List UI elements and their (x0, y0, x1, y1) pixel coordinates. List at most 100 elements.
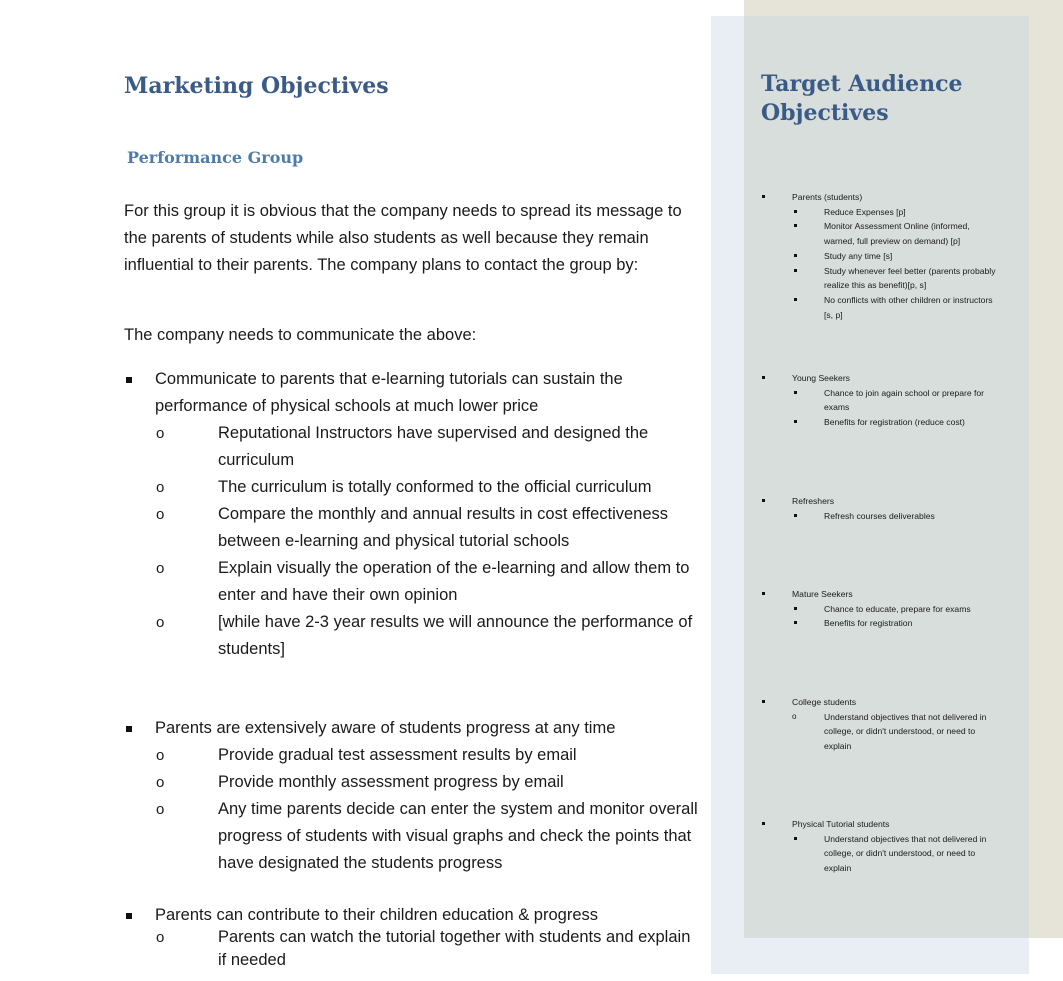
communicate-paragraph: The company needs to communicate the abo… (124, 326, 477, 344)
sub-item: o [while have 2-3 year results we will an… (124, 609, 702, 663)
square-bullet-icon (794, 253, 797, 257)
audience-sublist: Understand objectives that not delivered… (792, 832, 1000, 876)
sub-item: o Provide gradual test assessment results… (124, 742, 702, 769)
audience-group: College students o Understand objectives … (760, 695, 1000, 754)
circle-bullet-icon: o (156, 774, 165, 791)
sublist-2: o Provide gradual test assessment results… (124, 742, 702, 877)
square-bullet-icon (794, 209, 797, 213)
circle-bullet-icon: o (156, 614, 165, 631)
square-bullet-icon (762, 376, 765, 379)
sub-item: o Parents can watch the tutorial together… (124, 926, 702, 972)
square-bullet-icon (794, 621, 797, 625)
circle-bullet-icon: o (156, 506, 165, 523)
sub-item-text: Parents can watch the tutorial together … (218, 928, 691, 969)
sub-item: o Compare the monthly and annual results … (124, 501, 702, 555)
audience-group-item: Mature Seekers Chance to educate, prepar… (760, 587, 1000, 631)
audience-group: Parents (students) Reduce Expenses [p] M… (760, 190, 1000, 322)
audience-sublist: o Understand objectives that not delivere… (792, 710, 1000, 754)
audience-group-item: Refreshers Refresh courses deliverables (760, 494, 1000, 523)
sub-item-text: Reputational Instructors have supervised… (218, 424, 649, 469)
audience-sub-item-text: Monitor Assessment Online (informed, war… (824, 221, 970, 247)
square-bullet-icon (762, 195, 765, 198)
square-bullet-icon (794, 268, 797, 272)
audience-sub-item: Monitor Assessment Online (informed, war… (792, 219, 1000, 248)
sub-item-text: Explain visually the operation of the e-… (218, 559, 690, 604)
square-bullet-icon (126, 377, 132, 383)
sidebar-title: Target Audience Objectives (761, 71, 963, 126)
circle-bullet-icon: o (156, 479, 165, 496)
sub-item-text: The curriculum is totally conformed to t… (218, 478, 652, 496)
audience-sub-item: Refresh courses deliverables (792, 509, 1000, 524)
square-bullet-icon (794, 836, 797, 840)
square-bullet-icon (794, 224, 797, 228)
audience-group-label: Young Seekers (792, 373, 850, 383)
circle-bullet-icon: o (156, 747, 165, 764)
sublist-3: o Parents can watch the tutorial together… (124, 926, 702, 972)
audience-sub-item: Understand objectives that not delivered… (792, 832, 1000, 876)
audience-group-item: Parents (students) Reduce Expenses [p] M… (760, 190, 1000, 322)
audience-sub-item: Benefits for registration (792, 616, 1000, 631)
audience-group: Physical Tutorial students Understand ob… (760, 817, 1000, 876)
intro-paragraph: For this group it is obvious that the co… (124, 202, 682, 274)
audience-sub-item: Chance to join again school or prepare f… (792, 386, 1000, 415)
audience-sub-item: o Understand objectives that not delivere… (792, 710, 1000, 754)
circle-bullet-icon: o (156, 929, 165, 946)
sub-item-text: [while have 2-3 year results we will ann… (218, 613, 693, 658)
square-bullet-icon (794, 297, 797, 301)
audience-sub-item-text: Understand objectives that not delivered… (824, 711, 987, 752)
square-bullet-icon (126, 913, 132, 919)
audience-sublist: Refresh courses deliverables (792, 509, 1000, 524)
audience-sub-item: Study whenever feel better (parents prob… (792, 264, 1000, 293)
bullet-item: Parents can contribute to their children… (124, 902, 702, 929)
bullet-list-1: Communicate to parents that e-learning t… (124, 366, 702, 420)
circle-bullet-icon: o (156, 425, 165, 442)
audience-group-label: Parents (students) (792, 192, 863, 202)
bullet-list-2: Parents are extensively aware of student… (124, 715, 702, 742)
audience-group-label: Physical Tutorial students (792, 819, 890, 829)
square-bullet-icon (794, 606, 797, 610)
audience-sub-item-text: Chance to join again school or prepare f… (824, 387, 985, 413)
audience-sub-item: No conflicts with other children or inst… (792, 293, 1000, 322)
sub-item: o Explain visually the operation of the e… (124, 555, 702, 609)
square-bullet-icon (126, 726, 132, 732)
audience-sub-item-text: Benefits for registration (824, 618, 913, 629)
square-bullet-icon (762, 700, 765, 703)
square-bullet-icon (762, 822, 765, 825)
audience-group-item: College students o Understand objectives … (760, 695, 1000, 754)
bullet-text: Parents are extensively aware of student… (155, 719, 616, 737)
sidebar-panel (744, 16, 1029, 938)
section-subheading: Performance Group (127, 148, 304, 167)
sub-item: o Reputational Instructors have supervise… (124, 420, 702, 474)
audience-sub-item-text: No conflicts with other children or inst… (824, 294, 993, 320)
sublist-1: o Reputational Instructors have supervise… (124, 420, 702, 663)
audience-sub-item: Chance to educate, prepare for exams (792, 602, 1000, 617)
square-bullet-icon (762, 592, 765, 595)
circle-bullet-icon: o (156, 801, 165, 818)
audience-sub-item-text: Benefits for registration (reduce cost) (824, 417, 965, 428)
sub-item-text: Any time parents decide can enter the sy… (218, 800, 698, 872)
audience-group: Young Seekers Chance to join again schoo… (760, 371, 1000, 430)
audience-sub-item-text: Refresh courses deliverables (824, 510, 935, 521)
square-bullet-icon (762, 499, 765, 502)
audience-sub-item-text: Study whenever feel better (parents prob… (824, 265, 996, 291)
audience-group: Mature Seekers Chance to educate, prepar… (760, 587, 1000, 631)
square-bullet-icon (794, 513, 797, 517)
bullet-text: Communicate to parents that e-learning t… (155, 370, 623, 415)
audience-sub-item: Benefits for registration (reduce cost) (792, 415, 1000, 430)
square-bullet-icon (794, 420, 797, 424)
circle-bullet-icon: o (792, 711, 797, 721)
bullet-list-3: Parents can contribute to their children… (124, 902, 702, 929)
sub-item: o The curriculum is totally conformed to … (124, 474, 702, 501)
circle-bullet-icon: o (156, 560, 165, 577)
audience-sublist: Chance to educate, prepare for exams Ben… (792, 602, 1000, 631)
bullet-text: Parents can contribute to their children… (155, 906, 599, 924)
audience-sub-item: Study any time [s] (792, 249, 1000, 264)
audience-sub-item: Reduce Expenses [p] (792, 205, 1000, 220)
sub-item: o Provide monthly assessment progress by … (124, 769, 702, 796)
page-title: Marketing Objectives (124, 73, 389, 99)
bullet-item: Parents are extensively aware of student… (124, 715, 702, 742)
audience-sub-item-text: Reduce Expenses [p] (824, 206, 906, 217)
audience-group-item: Physical Tutorial students Understand ob… (760, 817, 1000, 876)
square-bullet-icon (794, 390, 797, 394)
audience-sublist: Reduce Expenses [p] Monitor Assessment O… (792, 205, 1000, 323)
